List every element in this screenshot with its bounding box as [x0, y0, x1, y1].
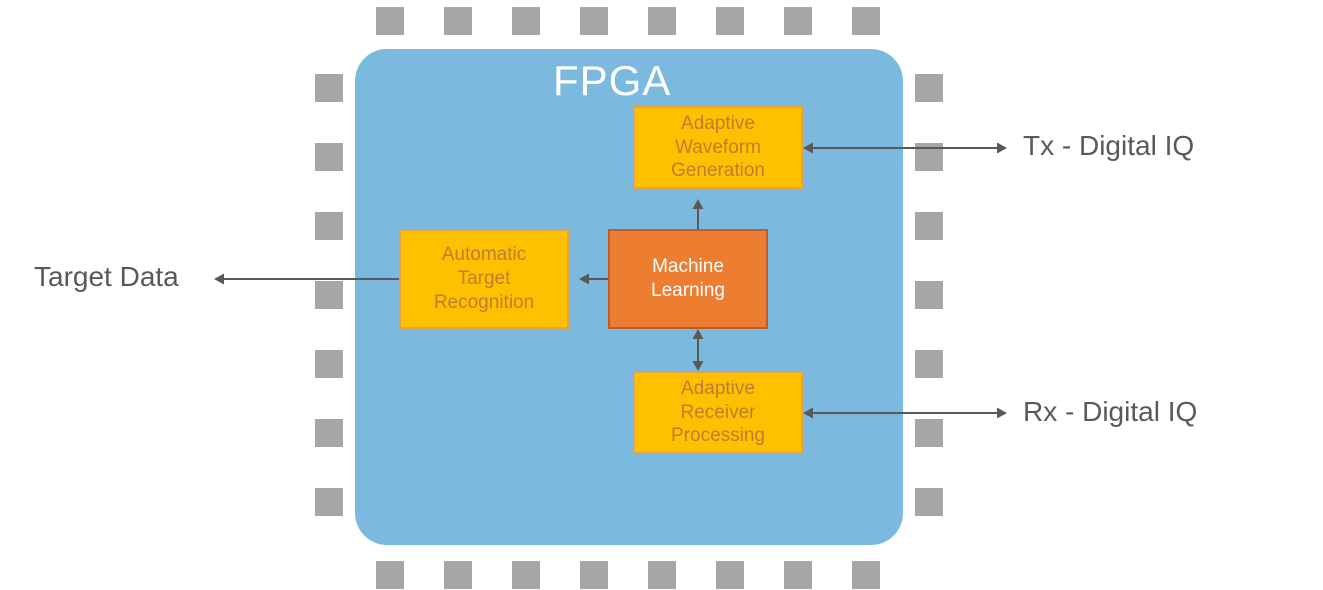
block-label: MachineLearning — [651, 255, 725, 303]
chip-pin — [648, 7, 676, 35]
label-tx-digital-iq: Tx - Digital IQ — [1023, 130, 1194, 162]
chip-pin — [580, 561, 608, 589]
chip-pin — [716, 7, 744, 35]
chip-pin — [852, 561, 880, 589]
block-machine-learning: MachineLearning — [608, 229, 768, 329]
chip-pin — [315, 281, 343, 309]
chip-pin — [580, 7, 608, 35]
label-target-data: Target Data — [34, 261, 179, 293]
chip-pin — [315, 212, 343, 240]
chip-pin — [512, 7, 540, 35]
chip-pin — [915, 143, 943, 171]
chip-pin — [315, 419, 343, 447]
chip-pin — [784, 7, 812, 35]
chip-pin — [315, 143, 343, 171]
chip-pin — [376, 561, 404, 589]
chip-pin — [444, 561, 472, 589]
chip-pin — [915, 74, 943, 102]
block-adaptive-receiver-processing: AdaptiveReceiverProcessing — [633, 371, 803, 454]
chip-pin — [315, 350, 343, 378]
chip-pin — [915, 350, 943, 378]
chip-pin — [915, 281, 943, 309]
block-automatic-target-recognition: AutomaticTargetRecognition — [399, 229, 569, 329]
chip-pin — [315, 488, 343, 516]
chip-pin — [648, 561, 676, 589]
block-label: AdaptiveReceiverProcessing — [671, 377, 765, 448]
chip-pin — [716, 561, 744, 589]
chip-pin — [315, 74, 343, 102]
chip-pin — [915, 488, 943, 516]
chip-pin — [784, 561, 812, 589]
chip-pin — [915, 419, 943, 447]
label-rx-digital-iq: Rx - Digital IQ — [1023, 396, 1197, 428]
fpga-title: FPGA — [553, 57, 671, 105]
block-adaptive-waveform-generation: AdaptiveWaveformGeneration — [633, 106, 803, 189]
chip-pin — [444, 7, 472, 35]
chip-pin — [376, 7, 404, 35]
block-label: AutomaticTargetRecognition — [434, 243, 534, 314]
chip-pin — [512, 561, 540, 589]
chip-pin — [852, 7, 880, 35]
chip-pin — [915, 212, 943, 240]
block-label: AdaptiveWaveformGeneration — [671, 112, 765, 183]
